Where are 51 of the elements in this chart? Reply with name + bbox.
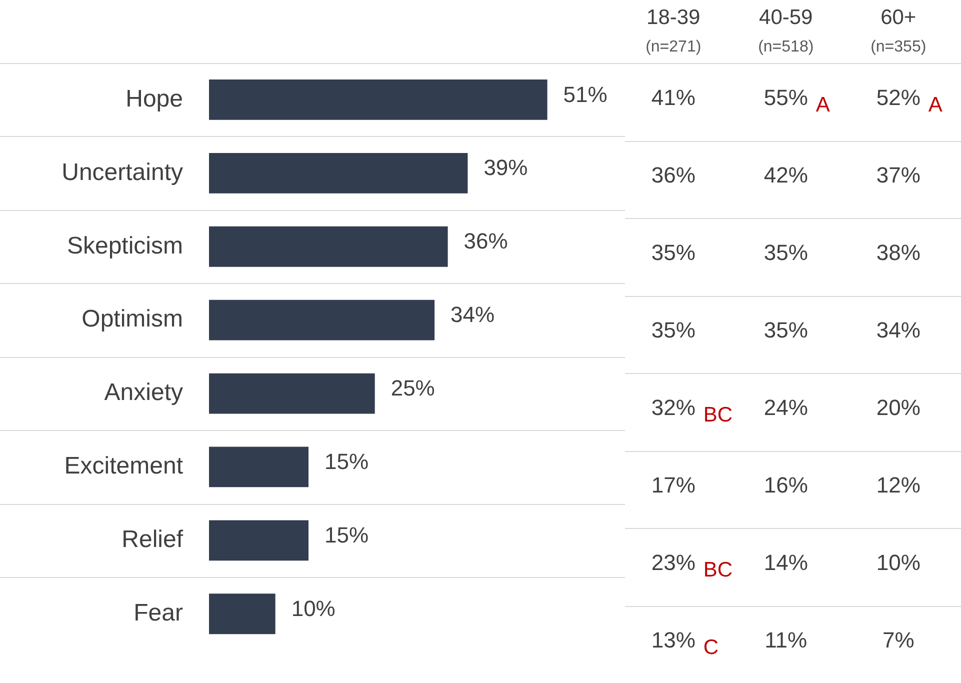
y-tick-label: Uncertainty: [62, 158, 183, 186]
data-label: 34%: [876, 317, 920, 342]
data-label: 51%: [563, 82, 608, 107]
y-tick-label: Optimism: [82, 306, 183, 333]
data-label: 32% BC: [651, 394, 733, 427]
data-label: 41%: [651, 84, 696, 110]
data-label: 35%: [651, 240, 696, 265]
bar: [209, 152, 468, 194]
x-tick-label: 60+ (n=355): [870, 6, 926, 56]
data-label: 10%: [291, 596, 336, 621]
y-tick-label: Hope: [126, 85, 183, 112]
data-label: 14%: [764, 550, 808, 575]
data-label: 25%: [390, 376, 435, 401]
data-label: 10%: [876, 550, 920, 575]
data-label: 38%: [876, 240, 920, 265]
data-label: 7%: [882, 627, 914, 652]
data-label: 16%: [764, 472, 808, 498]
data-label: 13% C: [651, 627, 719, 660]
data-label: 55% A: [764, 84, 830, 117]
y-tick-label: Excitement: [64, 452, 184, 480]
bar: [209, 80, 548, 120]
y-tick-label: Relief: [122, 526, 184, 554]
data-label: 24%: [764, 394, 808, 420]
data-label: 34%: [450, 302, 495, 328]
data-label: 35%: [764, 240, 808, 265]
data-label: 17%: [651, 472, 696, 498]
x-tick-label: 40-59 (n=518): [758, 6, 814, 56]
data-label: 11%: [764, 627, 808, 652]
y-tick-label: Anxiety: [104, 379, 183, 406]
data-label: 42%: [764, 162, 808, 188]
data-label: 36%: [651, 162, 696, 188]
bar: [209, 300, 435, 340]
data-label: 52% A: [876, 84, 942, 117]
x-tick-label: 18-39 (n=271): [646, 6, 702, 56]
data-label: 36%: [464, 228, 508, 254]
data-label: 23% BC: [651, 550, 733, 582]
bar: [209, 520, 308, 561]
data-label: 12%: [876, 472, 920, 498]
bar: [209, 373, 375, 414]
y-tick-label: Fear: [134, 600, 183, 626]
bar: [209, 594, 276, 634]
data-label: 15%: [324, 449, 369, 474]
data-label: 39%: [484, 155, 528, 180]
data-label: 37%: [876, 162, 920, 188]
data-label: 35%: [764, 317, 808, 342]
bar: [209, 446, 308, 488]
data-label: 20%: [876, 394, 920, 420]
bar: [209, 226, 448, 267]
data-label: 35%: [651, 317, 696, 342]
data-label: 15%: [324, 522, 369, 548]
y-tick-label: Skepticism: [66, 232, 183, 260]
